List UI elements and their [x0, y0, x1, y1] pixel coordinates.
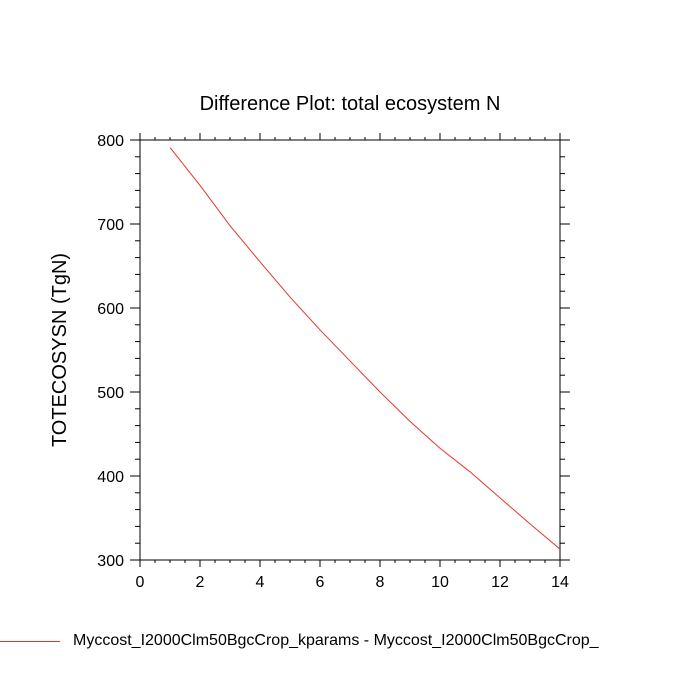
y-axis-label: TOTECOSYSN (TgN) — [49, 253, 71, 447]
x-tick-label: 2 — [196, 574, 205, 591]
chart-title: Difference Plot: total ecosystem N — [200, 93, 501, 115]
legend-line-swatch — [0, 641, 60, 642]
x-tick-label: 14 — [551, 574, 569, 591]
x-tick-label: 6 — [316, 574, 325, 591]
x-tick-label: 10 — [431, 574, 449, 591]
legend: Myccost_I2000Clm50BgcCrop_kparams - Mycc… — [0, 630, 700, 654]
x-tick-label: 8 — [376, 574, 385, 591]
series-layer — [169, 147, 561, 550]
plot-frame — [139, 139, 561, 561]
x-tick-label: 12 — [491, 574, 509, 591]
series-line — [169, 147, 561, 550]
x-tick-label: 4 — [256, 574, 265, 591]
legend-label: Myccost_I2000Clm50BgcCrop_kparams - Mycc… — [73, 632, 599, 649]
axes: 0 2 4 6 8 10 12 14 300 400 500 600 700 800 — [97, 133, 570, 591]
x-tick-label: 0 — [136, 574, 145, 591]
y-tick-label: 700 — [97, 217, 124, 234]
y-tick-label: 600 — [97, 301, 124, 318]
y-tick-label: 500 — [97, 385, 124, 402]
y-tick-label: 400 — [97, 469, 124, 486]
y-tick-label: 300 — [97, 553, 124, 570]
y-tick-label: 800 — [97, 133, 124, 150]
